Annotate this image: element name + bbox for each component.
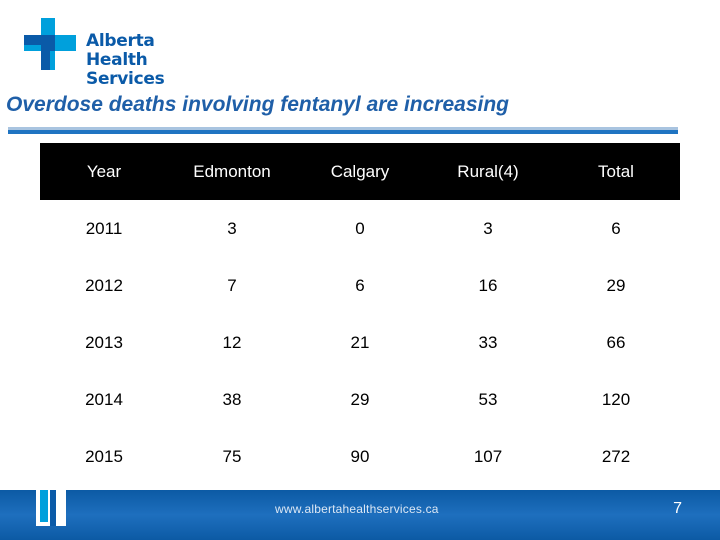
page-number: 7 xyxy=(673,500,682,517)
column-header-rural: Rural(4) xyxy=(457,161,519,181)
brand-line-1: Alberta Health xyxy=(86,31,155,70)
table-row: 2012 7 6 16 29 xyxy=(40,257,680,314)
cell-rural: 53 xyxy=(478,389,498,409)
fentanyl-deaths-table: Year Edmonton Calgary Rural(4) Total 201… xyxy=(40,143,680,485)
table-row: 2015 75 90 107 272 xyxy=(40,428,680,485)
cell-rural: 107 xyxy=(473,446,503,466)
cell-total: 29 xyxy=(606,275,626,295)
cell-year: 2013 xyxy=(85,332,123,352)
cell-total: 120 xyxy=(601,389,631,409)
cell-year: 2015 xyxy=(85,446,123,466)
column-header-year: Year xyxy=(86,161,122,181)
cell-edmonton: 3 xyxy=(227,218,237,238)
cell-calgary: 0 xyxy=(355,218,365,238)
table-row: 2013 12 21 33 66 xyxy=(40,314,680,371)
ahs-cross-fragment-icon xyxy=(36,490,66,526)
column-header-total: Total xyxy=(598,161,634,181)
title-divider-light xyxy=(8,127,678,130)
brand-name: Alberta Health Services xyxy=(86,32,204,89)
footer-url[interactable]: www.albertahealthservices.ca xyxy=(275,502,439,516)
cell-edmonton: 7 xyxy=(227,275,237,295)
cell-calgary: 21 xyxy=(350,332,370,352)
ahs-cross-logo-icon xyxy=(24,18,76,70)
cell-rural: 33 xyxy=(478,332,498,352)
brand-line-2: Services xyxy=(86,69,165,89)
cell-total: 272 xyxy=(601,446,631,466)
cell-year: 2012 xyxy=(85,275,123,295)
footer-bar: www.albertahealthservices.ca 7 xyxy=(0,490,720,540)
cell-year: 2014 xyxy=(85,389,123,409)
cell-calgary: 6 xyxy=(355,275,365,295)
slide-title: Overdose deaths involving fentanyl are i… xyxy=(6,93,509,116)
cell-edmonton: 75 xyxy=(222,446,242,466)
table-row: 2011 3 0 3 6 xyxy=(40,200,680,257)
title-divider xyxy=(8,130,678,134)
cell-calgary: 29 xyxy=(350,389,370,409)
cell-rural: 16 xyxy=(478,275,498,295)
table-row: 2014 38 29 53 120 xyxy=(40,371,680,428)
table-header-row: Year Edmonton Calgary Rural(4) Total xyxy=(40,143,680,200)
cell-rural: 3 xyxy=(483,218,493,238)
column-header-edmonton: Edmonton xyxy=(193,161,271,181)
column-header-calgary: Calgary xyxy=(330,161,390,181)
cell-edmonton: 12 xyxy=(222,332,242,352)
cell-calgary: 90 xyxy=(350,446,370,466)
cell-year: 2011 xyxy=(85,218,123,238)
ahs-logo: Alberta Health Services xyxy=(24,18,204,89)
cell-edmonton: 38 xyxy=(222,389,242,409)
cell-total: 66 xyxy=(606,332,626,352)
cell-total: 6 xyxy=(611,218,621,238)
